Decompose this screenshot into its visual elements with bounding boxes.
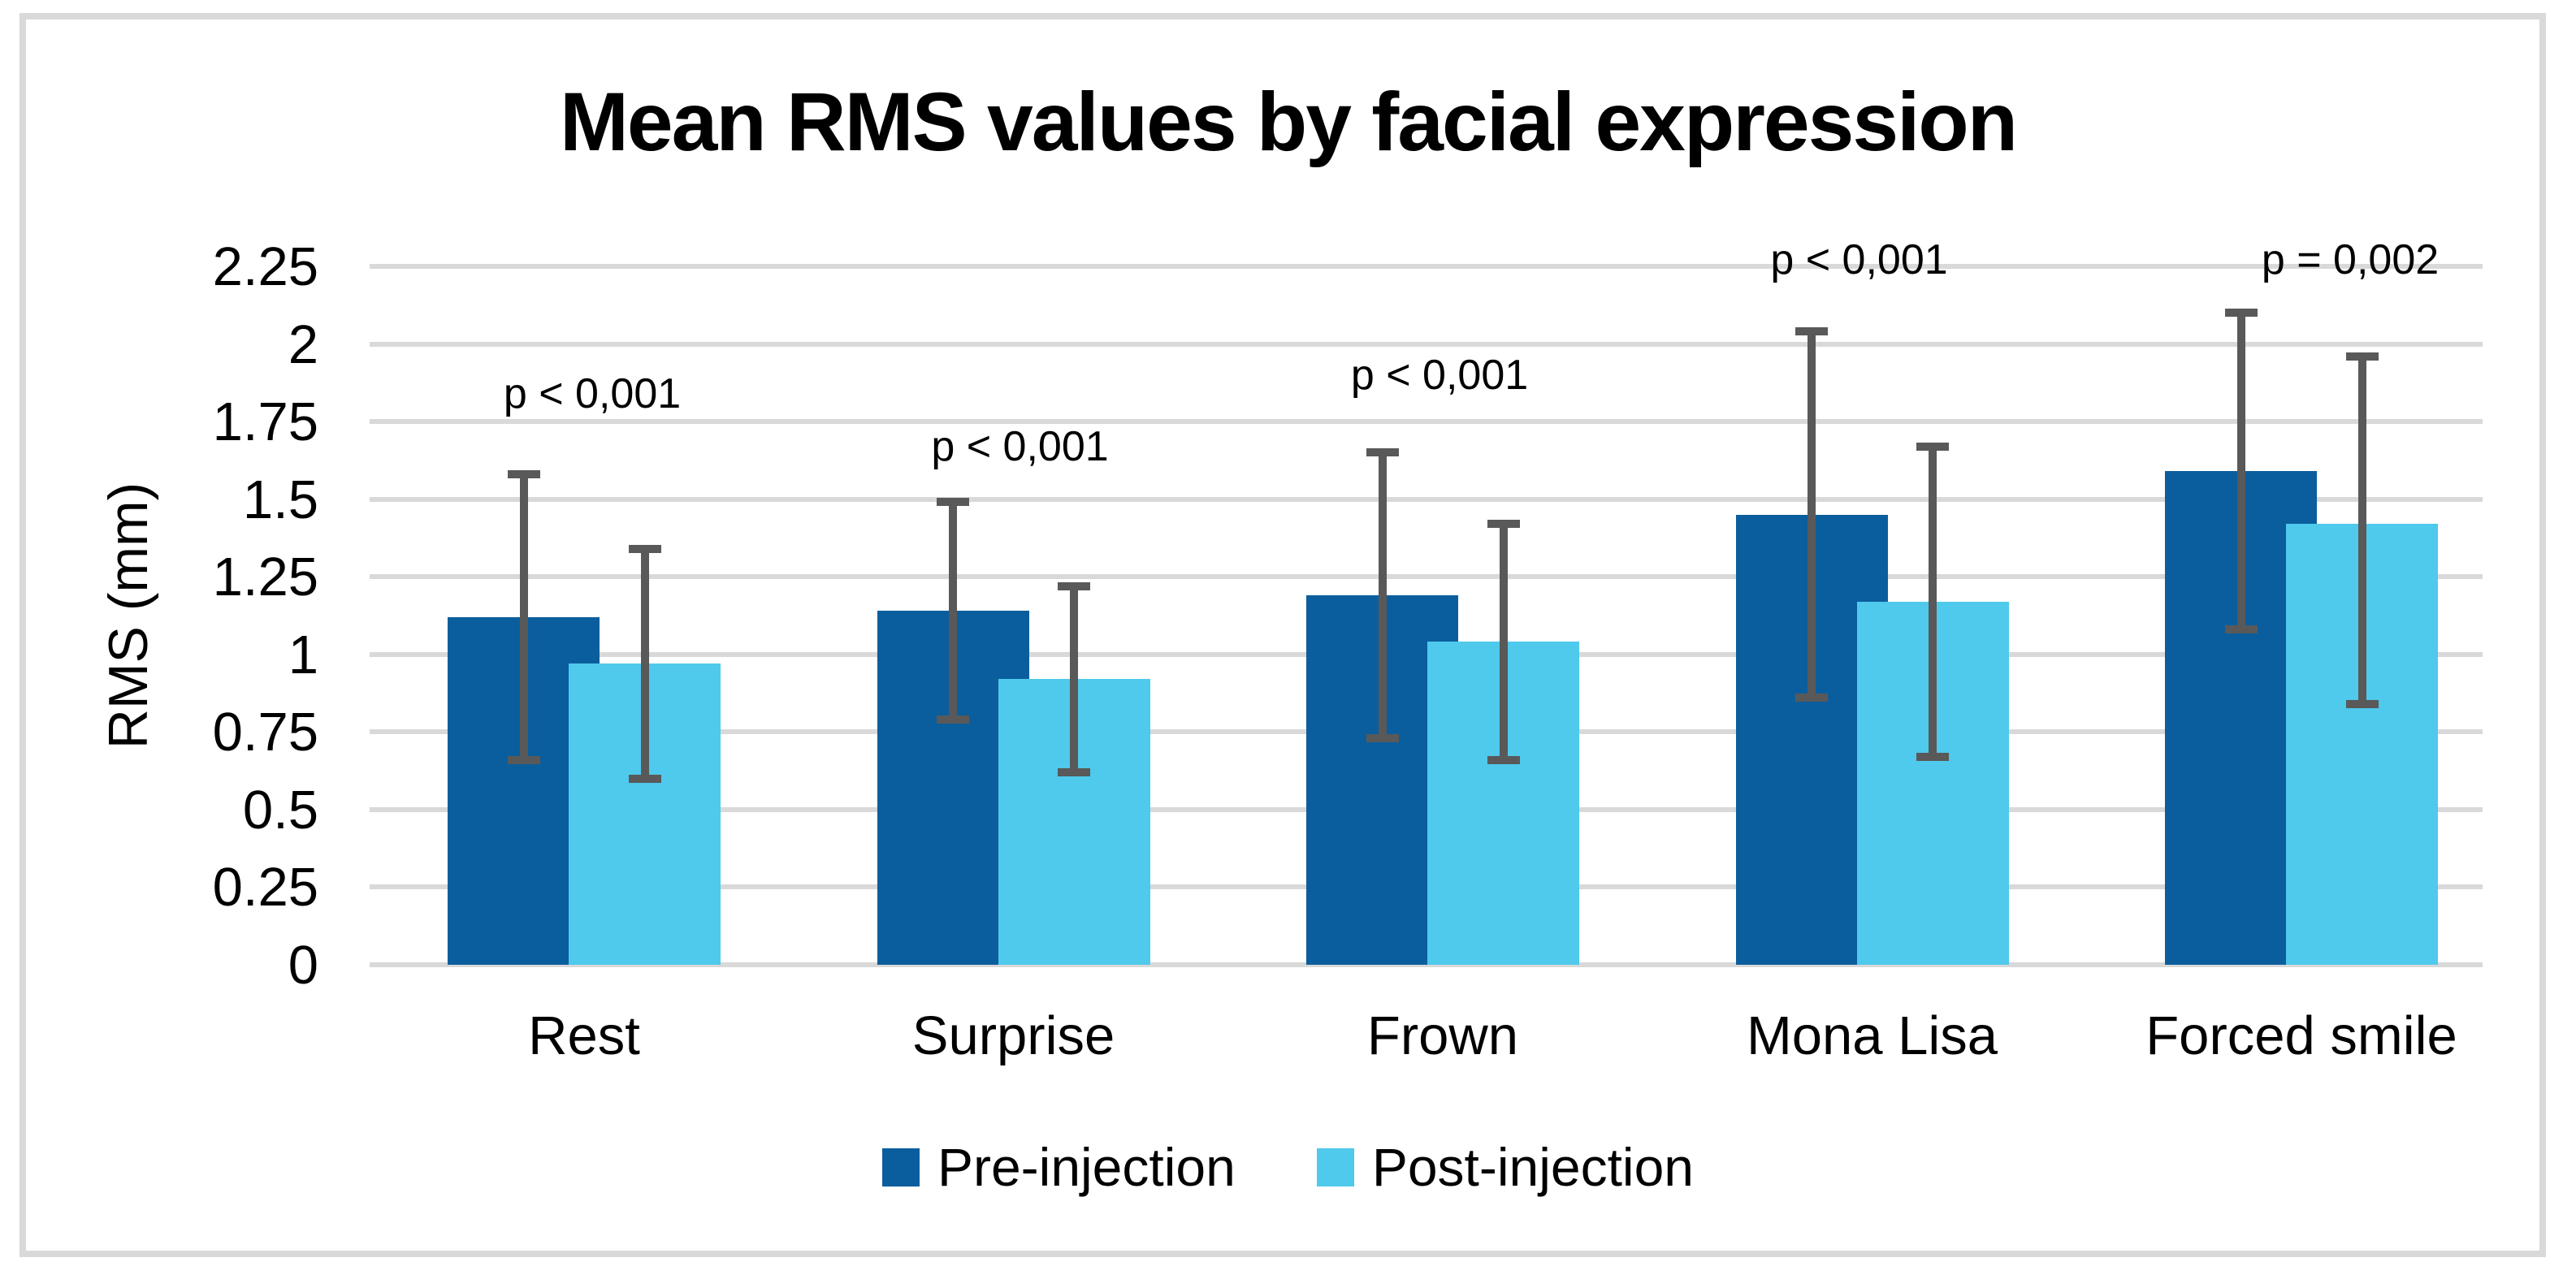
p-value-label-frown: p < 0,001 [1350,351,1529,399]
legend-label-post-injection: Post-injection [1371,1137,1695,1197]
legend: Pre-injection Post-injection [0,1140,2576,1194]
chart-title: Mean RMS values by facial expression [559,76,2018,168]
legend-item-post-injection: Post-injection [1316,1137,1695,1197]
error-cap-bottom-post-injection-rest [628,774,661,783]
error-cap-top-pre-injection-frown [1366,448,1399,457]
error-cap-top-pre-injection-mona-lisa [1795,327,1828,336]
error-cap-bottom-post-injection-surprise [1058,768,1090,777]
legend-label-pre-injection: Pre-injection [937,1137,1236,1197]
x-category-label-forced-smile: Forced smile [2145,1005,2457,1066]
error-cap-top-pre-injection-rest [507,470,540,479]
legend-item-pre-injection: Pre-injection [881,1137,1236,1197]
error-bar-post-injection-frown [1499,524,1508,760]
error-cap-top-pre-injection-forced-smile [2224,309,2258,318]
x-category-label-surprise: Surprise [911,1005,1115,1066]
x-category-label-mona-lisa: Mona Lisa [1746,1005,1998,1066]
gridline-2 [370,341,2483,347]
error-bar-post-injection-rest [640,548,649,779]
error-bar-pre-injection-mona-lisa [1808,331,1816,698]
y-tick-label: 2.25 [212,236,318,297]
error-bar-post-injection-forced-smile [2357,356,2366,704]
error-cap-bottom-pre-injection-surprise [937,715,969,724]
chart-border [19,13,2546,1257]
error-cap-top-post-injection-forced-smile [2345,352,2379,361]
y-tick-label: 1.5 [242,469,318,530]
y-tick-label: 0.5 [242,779,318,841]
gridline-1.5 [370,496,2483,502]
legend-swatch-pre-injection [881,1148,920,1186]
error-cap-top-post-injection-surprise [1058,581,1090,590]
error-bar-post-injection-mona-lisa [1929,446,1937,757]
p-value-label-forced-smile: p = 0,002 [2261,236,2440,284]
error-cap-bottom-post-injection-frown [1487,755,1520,764]
error-bar-pre-injection-surprise [949,502,957,720]
y-tick-label: 1.25 [212,547,318,608]
legend-swatch-post-injection [1316,1148,1354,1186]
y-tick-label: 0 [288,935,318,996]
p-value-label-rest: p < 0,001 [503,370,682,417]
error-bar-pre-injection-forced-smile [2236,313,2245,630]
gridline-2.25 [370,264,2483,269]
error-cap-bottom-pre-injection-rest [507,755,540,764]
error-cap-bottom-pre-injection-frown [1366,733,1399,742]
error-cap-bottom-pre-injection-mona-lisa [1795,694,1828,702]
y-tick-label: 2 [288,313,318,375]
error-bar-post-injection-surprise [1070,586,1078,773]
error-cap-bottom-post-injection-forced-smile [2345,699,2379,708]
error-bar-pre-injection-frown [1378,452,1387,738]
error-cap-top-post-injection-frown [1487,520,1520,529]
y-tick-label: 1 [288,624,318,685]
error-cap-bottom-pre-injection-forced-smile [2224,625,2258,634]
error-cap-top-pre-injection-surprise [937,498,969,507]
error-cap-top-post-injection-rest [628,544,661,553]
y-tick-label: 0.75 [212,702,318,763]
x-category-label-frown: Frown [1366,1005,1519,1066]
y-tick-label: 1.75 [212,391,318,453]
error-cap-top-post-injection-mona-lisa [1916,442,1949,451]
gridline-0 [370,962,2483,967]
p-value-label-surprise: p < 0,001 [931,422,1109,470]
error-bar-pre-injection-rest [519,474,528,760]
y-tick-label: 0.25 [212,857,318,918]
error-cap-bottom-post-injection-mona-lisa [1916,752,1949,761]
gridline-1.25 [370,574,2483,580]
p-value-label-mona-lisa: p < 0,001 [1770,236,1948,284]
x-category-label-rest: Rest [528,1005,640,1066]
gridline-1.75 [370,419,2483,425]
